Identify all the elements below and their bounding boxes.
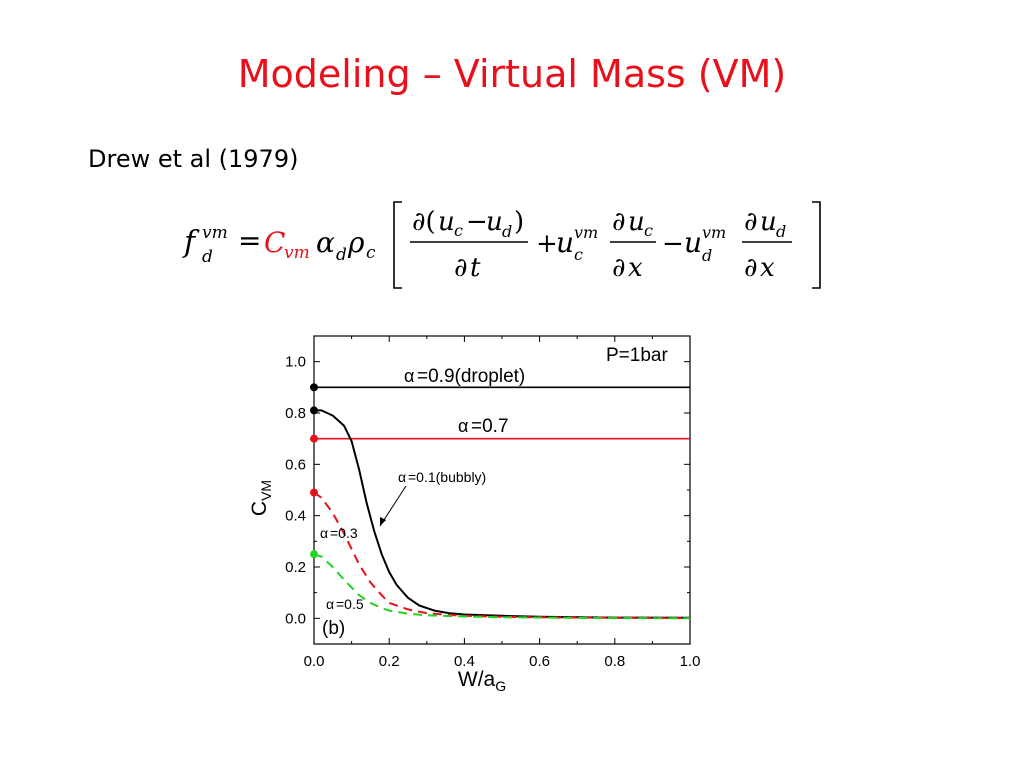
svg-text:): ) — [514, 207, 524, 237]
series-line-3 — [313, 491, 691, 620]
series-line-4 — [313, 553, 691, 620]
label-alpha-bubbly: =0.1(bubbly) — [408, 469, 486, 485]
y-axis-label: CVM — [248, 480, 274, 516]
svg-text:vm: vm — [284, 243, 310, 263]
reference-text: Drew et al (1979) — [88, 145, 299, 173]
svg-text:−: − — [466, 207, 488, 237]
svg-text:d: d — [202, 247, 213, 267]
label-alpha-07-symbol: α — [458, 416, 468, 436]
svg-text:x: x — [628, 253, 643, 283]
svg-text:C: C — [264, 226, 285, 259]
svg-text:d: d — [502, 222, 512, 241]
svg-text:vm: vm — [702, 223, 726, 242]
svg-text:c: c — [454, 221, 463, 240]
label-alpha-05-symbol: α — [326, 596, 334, 612]
bubbly-arrowhead — [380, 517, 386, 526]
y-tick-label: 0.2 — [285, 559, 306, 576]
svg-text:c: c — [366, 243, 376, 263]
svg-text:f: f — [182, 225, 200, 260]
virtual-mass-equation: f vm d = C vm α d ρ c ∂( u c − u d ) ∂ t… — [180, 196, 830, 292]
svg-text:x: x — [760, 253, 775, 283]
x-tick-label: 0.8 — [604, 653, 625, 670]
x-tick-label: 1.0 — [680, 653, 701, 670]
y-tick-label: 1.0 — [285, 354, 306, 371]
label-alpha-03: =0.3 — [330, 525, 358, 541]
svg-text:∂: ∂ — [612, 253, 625, 283]
label-alpha-droplet: =0.9(droplet) — [417, 366, 525, 387]
svg-text:u: u — [628, 207, 645, 237]
svg-text:u: u — [438, 207, 455, 237]
y-tick-label: 0.8 — [285, 405, 306, 422]
svg-text:∂: ∂ — [612, 207, 625, 237]
svg-text:d: d — [702, 246, 712, 265]
label-alpha-03-symbol: α — [320, 525, 328, 541]
label-alpha-bubbly-symbol: α — [398, 469, 406, 485]
series-start-marker — [310, 550, 318, 559]
svg-text:∂: ∂ — [454, 253, 467, 283]
series-start-marker — [310, 488, 318, 497]
svg-text:u: u — [556, 226, 574, 259]
svg-text:∂: ∂ — [744, 253, 757, 283]
svg-text:t: t — [470, 253, 481, 283]
svg-text:+: + — [536, 229, 558, 259]
x-axis-label: W/aG — [458, 668, 506, 694]
series-start-marker — [310, 383, 318, 392]
label-alpha-07: =0.7 — [471, 416, 509, 437]
x-tick-label: 0.6 — [529, 653, 550, 670]
series-line-2 — [314, 409, 691, 619]
series-start-marker — [310, 406, 318, 415]
panel-label: (b) — [322, 618, 345, 639]
svg-text:ρ: ρ — [347, 226, 365, 259]
svg-text:u: u — [684, 226, 702, 259]
svg-text:vm: vm — [202, 223, 228, 243]
x-tick-label: 0.2 — [379, 653, 400, 670]
cvm-chart: 0.0 0.2 0.4 0.6 0.8 1.0 0.0 0.2 0.4 0.6 0.8 1.0 P=1… — [230, 320, 730, 710]
svg-text:d: d — [776, 222, 786, 241]
label-alpha-droplet-symbol: α — [404, 366, 414, 386]
svg-text:d: d — [336, 245, 347, 265]
svg-text:α: α — [316, 226, 335, 259]
slide-title: Modeling – Virtual Mass (VM) — [237, 52, 787, 96]
y-tick-label: 0.6 — [285, 456, 306, 473]
x-tick-label: 0.4 — [454, 653, 475, 670]
svg-text:vm: vm — [574, 223, 598, 242]
label-alpha-05: =0.5 — [336, 596, 364, 612]
svg-text:=: = — [238, 224, 261, 257]
svg-text:u: u — [760, 207, 777, 237]
svg-text:u: u — [486, 207, 503, 237]
x-tick-label: 0.0 — [304, 653, 325, 670]
svg-text:∂(: ∂( — [412, 207, 436, 237]
svg-text:c: c — [574, 245, 583, 264]
series-start-marker — [310, 434, 318, 443]
svg-text:∂: ∂ — [744, 207, 757, 237]
svg-text:c: c — [644, 221, 653, 240]
pressure-label: P=1bar — [606, 345, 668, 366]
y-tick-label: 0.0 — [285, 610, 306, 627]
svg-text:−: − — [662, 229, 684, 259]
y-tick-label: 0.4 — [285, 508, 306, 525]
